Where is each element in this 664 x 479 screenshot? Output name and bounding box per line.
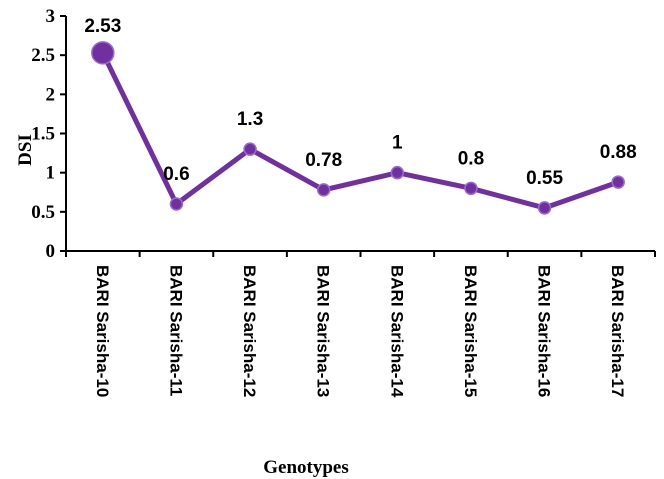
data-point <box>91 41 115 65</box>
y-tick-label: 2 <box>46 84 56 105</box>
category-label: BARI Sarisha-17 <box>608 265 627 397</box>
data-label: 2.53 <box>84 16 121 37</box>
category-label: BARI Sarisha-12 <box>240 265 259 397</box>
data-point <box>537 201 552 215</box>
data-label: 0.55 <box>526 168 563 189</box>
data-label: 0.78 <box>305 150 342 171</box>
y-tick-label: 1.5 <box>31 124 55 145</box>
data-point <box>169 197 184 211</box>
y-axis-ticks: 0 0.5 1 1.5 2 2.5 3 <box>31 6 66 262</box>
data-point <box>243 142 257 156</box>
data-label: 1.3 <box>237 109 263 130</box>
category-label: BARI Sarisha-10 <box>93 265 112 397</box>
x-axis-title: Genotypes <box>263 457 349 478</box>
data-labels: 2.53 0.6 1.3 0.78 1 0.8 0.55 0.88 <box>84 16 636 189</box>
series-line <box>100 50 621 211</box>
y-tick-label: 2.5 <box>31 45 55 66</box>
data-label: 1 <box>392 133 403 154</box>
y-tick-label: 1 <box>46 163 56 184</box>
data-label: 0.8 <box>458 148 484 169</box>
y-tick-label: 0.5 <box>31 202 55 223</box>
category-label: BARI Sarisha-15 <box>461 265 480 397</box>
data-label: 0.6 <box>163 164 189 185</box>
data-point <box>611 175 625 189</box>
category-label: BARI Sarisha-11 <box>166 265 185 396</box>
category-label: BARI Sarisha-13 <box>314 265 333 397</box>
y-axis-title: DSI <box>15 134 36 166</box>
data-point <box>316 183 331 197</box>
category-labels: BARI Sarisha-10 BARI Sarisha-11 BARI Saris… <box>93 265 627 398</box>
data-point <box>390 165 405 180</box>
category-label: BARI Sarisha-14 <box>387 265 406 398</box>
data-label: 0.88 <box>600 142 637 163</box>
category-label: BARI Sarisha-16 <box>535 265 554 397</box>
y-tick-label: 3 <box>46 6 56 27</box>
x-axis-ticks <box>65 251 656 257</box>
data-point <box>464 181 478 196</box>
y-tick-label: 0 <box>46 241 56 262</box>
series-dsi <box>91 41 625 215</box>
axes <box>65 16 655 252</box>
